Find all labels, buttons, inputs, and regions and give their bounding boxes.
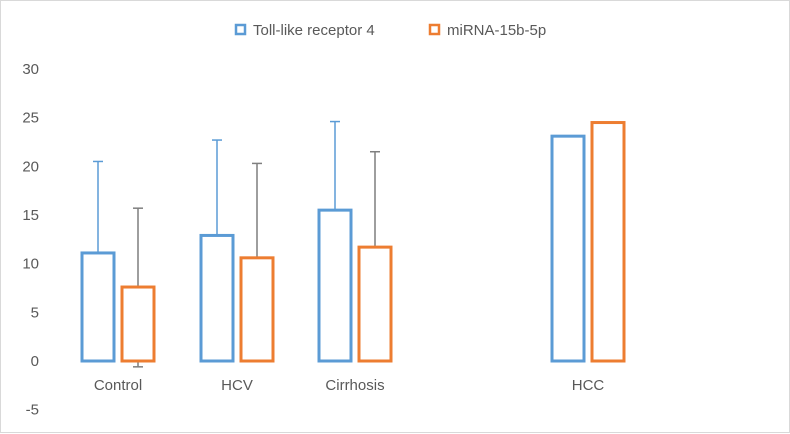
legend-label-tlr4: Toll-like receptor 4 [253,22,375,39]
y-tick-label: 0 [31,353,39,370]
y-tick-label: 15 [22,207,39,224]
bar-tlr4 [80,251,116,363]
bar-mirna [590,121,626,363]
x-tick-label: HCC [572,377,605,394]
x-tick-label: Cirrhosis [325,377,384,394]
y-tick-label: 25 [22,110,39,127]
bar-mirna [239,256,275,363]
y-tick-label: -5 [26,402,39,419]
y-axis-ticks: 30 25 20 15 10 5 0 -5 [22,61,39,419]
bar-mirna [357,245,393,363]
bar-tlr4 [317,208,353,363]
legend-swatch-mirna [428,23,441,36]
bars [80,121,626,363]
bar-tlr4 [550,134,586,363]
y-tick-label: 5 [31,304,39,321]
legend-label-mirna: miRNA-15b-5p [447,22,546,39]
y-tick-label: 30 [22,61,39,78]
y-tick-label: 20 [22,158,39,175]
bar-tlr4 [199,233,235,363]
legend: Toll-like receptor 4 miRNA-15b-5p [234,22,546,39]
legend-swatch-tlr4 [234,23,247,36]
x-tick-label: Control [94,377,142,394]
x-tick-label: HCV [221,377,253,394]
x-axis-ticks: Control HCV Cirrhosis HCC [94,377,605,394]
y-tick-label: 10 [22,256,39,273]
bar-mirna [120,285,156,363]
